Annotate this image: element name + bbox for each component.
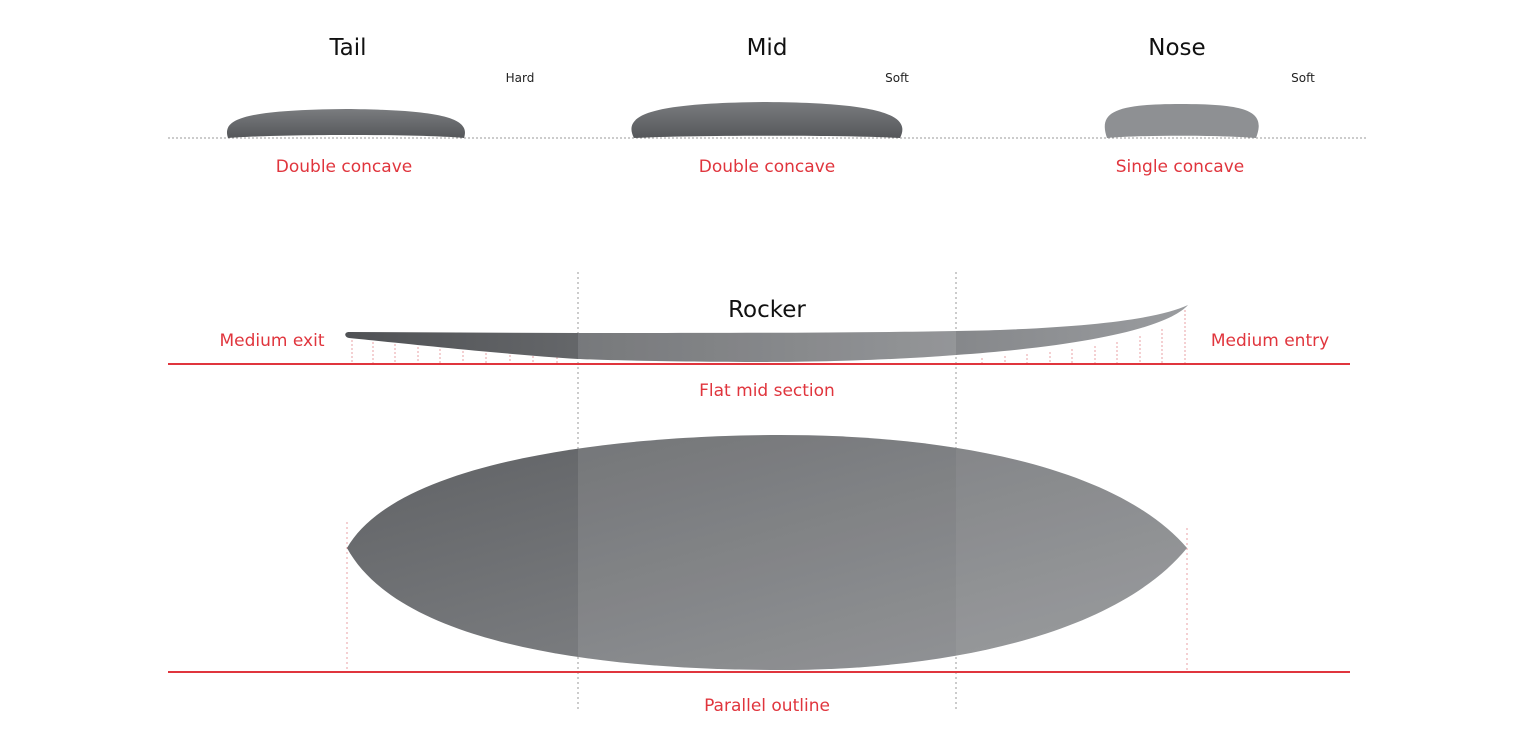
rocker-exit-label: Medium exit — [220, 331, 325, 351]
nose-section: Nose Soft Single concave — [1104, 35, 1315, 177]
board-outline — [347, 435, 1187, 670]
tail-section: Tail Hard Double concave — [226, 35, 535, 177]
tail-cross-section — [226, 109, 465, 138]
mid-title: Mid — [747, 35, 788, 61]
mid-concave: Double concave — [699, 157, 835, 177]
mid-cross-section — [631, 102, 903, 138]
rocker-hatching — [351, 310, 1186, 364]
nose-title: Nose — [1148, 35, 1205, 61]
nose-concave: Single concave — [1116, 157, 1244, 177]
rocker-diagram: Rocker Medium exit Medium entry Flat mid… — [168, 297, 1350, 401]
rocker-profile — [345, 305, 1188, 362]
rocker-entry-label: Medium entry — [1211, 331, 1329, 351]
mid-rail: Soft — [885, 71, 909, 85]
mid-section: Mid Soft Double concave — [631, 35, 909, 177]
tail-title: Tail — [328, 35, 366, 61]
tail-concave: Double concave — [276, 157, 412, 177]
outline-label: Parallel outline — [704, 696, 830, 716]
outline-diagram: Parallel outline — [168, 435, 1350, 716]
rocker-mid-label: Flat mid section — [699, 381, 835, 401]
nose-cross-section — [1104, 104, 1259, 138]
rocker-title: Rocker — [728, 297, 806, 323]
nose-rail: Soft — [1291, 71, 1315, 85]
tail-rail: Hard — [506, 71, 535, 85]
